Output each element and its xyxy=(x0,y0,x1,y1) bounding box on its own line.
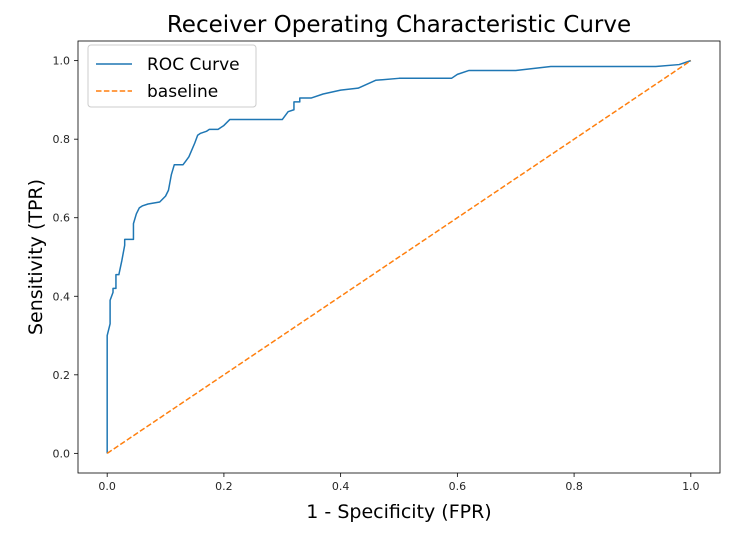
legend: ROC Curve baseline xyxy=(87,44,257,108)
y-tick-label: 0.4 xyxy=(53,290,71,303)
legend-label: baseline xyxy=(147,82,218,102)
series-line-roc-curve xyxy=(106,59,692,454)
y-axis-ticks: 0.0 0.2 0.4 0.6 0.8 1.0 xyxy=(53,55,78,460)
y-tick-label: 0.2 xyxy=(53,369,71,382)
legend-label: ROC Curve xyxy=(147,55,240,75)
y-tick-label: 1.0 xyxy=(53,55,71,68)
x-tick-label: 0.8 xyxy=(565,480,583,493)
chart-title: Receiver Operating Characteristic Curve xyxy=(167,12,631,38)
y-tick-label: 0.0 xyxy=(53,447,71,460)
x-tick-label: 0.4 xyxy=(332,480,350,493)
y-tick-label: 0.8 xyxy=(53,133,71,146)
x-tick-label: 1.0 xyxy=(682,480,700,493)
plot-area xyxy=(77,40,721,474)
y-axis-label: Sensitivity (TPR) xyxy=(25,179,47,335)
x-tick-label: 0.0 xyxy=(98,480,116,493)
x-tick-label: 0.2 xyxy=(215,480,233,493)
x-axis-label: 1 - Specificity (FPR) xyxy=(306,501,491,523)
x-axis-ticks: 0.0 0.2 0.4 0.6 0.8 1.0 xyxy=(98,473,700,493)
series-line-baseline xyxy=(106,60,692,454)
x-tick-label: 0.6 xyxy=(449,480,467,493)
plot-frame xyxy=(77,40,721,474)
y-tick-label: 0.6 xyxy=(53,212,71,225)
